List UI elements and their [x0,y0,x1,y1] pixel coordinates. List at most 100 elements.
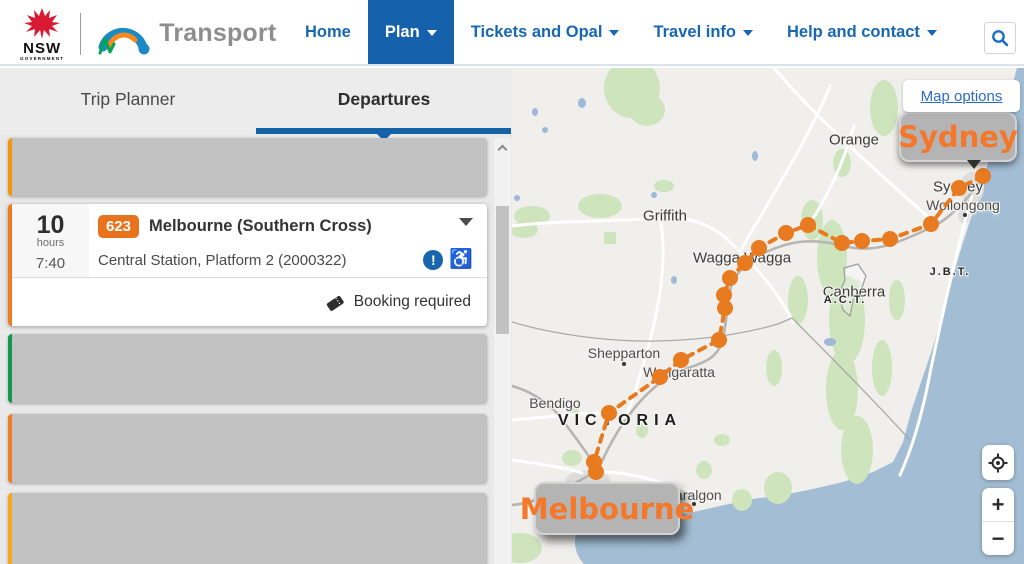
departure-card-main: 10 hours 7:40 623 Melbourne (Southern Cr… [12,204,487,277]
waratah-icon [24,8,61,39]
tab-trip-planner[interactable]: Trip Planner [0,68,256,134]
route-stop-marker[interactable] [834,235,850,251]
map-label-shepparton: Shepparton [587,345,661,361]
departure-card[interactable]: 10 hours 7:40 623 Melbourne (Southern Cr… [8,204,487,326]
route-stop-marker[interactable] [588,464,604,480]
map-options-button[interactable]: Map options [903,80,1020,112]
route-stop-marker[interactable] [751,240,767,256]
departure-skeleton-card[interactable] [8,138,487,196]
booking-required-label: Booking required [353,293,471,310]
nav-tickets-label: Tickets and Opal [470,22,603,41]
nav-help-and-contact[interactable]: Help and contact [770,0,954,64]
locate-icon [988,453,1008,472]
route-stop-marker[interactable] [673,352,689,368]
route-stop-marker[interactable] [722,270,738,286]
chevron-down-icon [609,30,620,36]
chevron-down-icon [426,30,437,36]
route-stop-marker[interactable] [923,216,939,232]
search-button[interactable] [984,22,1016,54]
scroll-up-arrow[interactable] [494,140,511,154]
nav-plan-label: Plan [384,22,420,41]
route-stop-marker[interactable] [652,369,668,385]
map-label-wollongong: Wollongong [926,197,1000,213]
main-nav: Home Plan Tickets and Opal Travel info H… [288,0,954,64]
top-header: NSW GOVERNMENT Transport Home Plan [0,0,1024,66]
search-icon [992,30,1009,47]
departure-card-footer: Booking required [12,277,487,326]
stop-details: Central Station, Platform 2 (2000322) [98,251,347,269]
duration-unit: hours [36,237,65,249]
map-label-canberra: Canberra [822,283,886,301]
nav-plan[interactable]: Plan [367,0,454,64]
stop-details-row: Central Station, Platform 2 (2000322) ! … [98,250,475,270]
wheelchair-icon: ♿ [449,249,473,270]
destination-callout-melbourne: Melbourne [520,482,694,535]
ticket-icon [326,295,344,311]
nav-travel-info-label: Travel info [653,22,736,41]
nav-tickets-and-opal[interactable]: Tickets and Opal [454,0,637,64]
nsw-logo-text: NSW [23,40,62,57]
route-stop-marker[interactable] [711,332,727,348]
nav-travel-info[interactable]: Travel info [636,0,770,64]
departure-title-row: 623 Melbourne (Southern Cross) [98,215,475,238]
zoom-in-button[interactable]: + [982,488,1014,522]
route-stop-marker[interactable] [854,233,870,249]
destination-title: Melbourne (Southern Cross) [149,217,372,235]
tab-trip-planner-label: Trip Planner [80,89,176,109]
nsw-government-logo[interactable]: NSW GOVERNMENT Transport [20,6,276,61]
route-stop-marker[interactable] [975,168,991,184]
scrollbar-thumb[interactable] [496,206,509,334]
transport-arc-icon [98,27,150,54]
route-stop-marker[interactable] [737,255,753,271]
state-border [512,317,911,441]
route-stop-marker[interactable] [601,405,617,421]
map-label-a-c-t-: A.C.T. [823,294,867,306]
active-tab-indicator [256,128,511,134]
route-number-badge: 623 [98,215,140,238]
map-zoom-panel: + − [982,488,1014,555]
panel-tabs: Trip Planner Departures [0,68,512,134]
transport-logo[interactable]: Transport [95,11,276,57]
panel-scrollbar[interactable] [494,138,511,564]
origin-callout-label: Sydney [898,120,1018,154]
service-icons: ! ♿ [423,250,473,270]
departure-time-column: 10 hours 7:40 [12,204,89,277]
logo-divider [80,12,82,55]
alert-icon[interactable]: ! [423,250,444,270]
act-border [838,263,867,318]
destination-callout-label: Melbourne [519,491,695,526]
duration-value: 10 [36,211,65,239]
waratah-logo: NSW GOVERNMENT [20,6,64,61]
nav-home[interactable]: Home [288,0,368,64]
route-stop-marker[interactable] [716,287,732,303]
map-label-bendigo: Bendigo [529,395,581,411]
route-stop-marker[interactable] [951,180,967,196]
map-label-victoria: VICTORIA [557,412,683,429]
tab-departures[interactable]: Departures [256,68,512,134]
brand-name: Transport [159,19,277,47]
active-tab-pointer [377,134,391,141]
ocean-shape [630,68,1024,564]
nav-home-label: Home [305,22,351,41]
chevron-down-icon[interactable] [459,218,473,226]
departure-skeleton-card[interactable] [8,334,487,403]
origin-callout-sydney: Sydney [898,112,1018,169]
map-options-label: Map options [920,87,1003,105]
departure-skeleton-card[interactable] [8,414,487,483]
chevron-down-icon [742,30,753,36]
chevron-down-icon [926,30,937,36]
route-stop-marker[interactable] [778,225,794,241]
chevron-up-icon [497,144,508,154]
route-stop-marker[interactable] [717,300,733,316]
locate-me-button[interactable] [982,445,1014,480]
route-stop-marker[interactable] [882,231,898,247]
map-label-griffith: Griffith [643,207,687,225]
departure-skeleton-card[interactable] [8,493,487,564]
route-overlay [586,168,991,506]
nav-help-label: Help and contact [786,22,920,41]
route-stop-marker[interactable] [800,217,816,233]
map-label-j-b-t-: J.B.T. [929,266,971,278]
zoom-out-button[interactable]: − [991,525,1005,551]
